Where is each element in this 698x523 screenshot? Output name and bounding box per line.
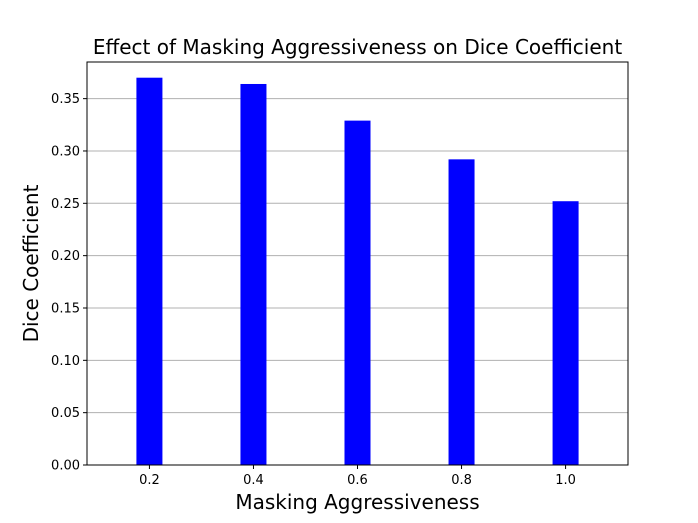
x-axis-label: Masking Aggressiveness	[235, 490, 479, 514]
plot-frame	[86, 61, 629, 466]
x-ticks: 0.2 0.4 0.6 0.8 1.0	[139, 465, 576, 488]
y-tick-label: 0.10	[51, 354, 80, 369]
y-tick-label: 0.35	[51, 92, 80, 107]
bar	[344, 120, 371, 466]
y-tick-label: 0.05	[51, 406, 80, 421]
y-tick-label: 0.25	[51, 197, 80, 212]
bar	[136, 77, 163, 466]
x-tick-label: 0.4	[243, 473, 264, 488]
y-tick-label: 0.30	[51, 144, 80, 159]
y-axis-label: Dice Coefficient	[19, 184, 43, 342]
x-tick-label: 0.2	[139, 473, 160, 488]
chart-title: Effect of Masking Aggressiveness on Dice…	[93, 35, 622, 59]
bar	[552, 201, 579, 465]
bar	[448, 159, 475, 465]
y-tick-label: 0.20	[51, 249, 80, 264]
y-tick-label: 0.00	[51, 459, 80, 474]
x-tick-label: 1.0	[555, 473, 576, 488]
bar	[240, 83, 267, 466]
bars	[136, 77, 579, 466]
y-tick-label: 0.15	[51, 301, 80, 316]
x-tick-label: 0.8	[451, 473, 472, 488]
y-ticks: 0.00 0.05 0.10 0.15 0.20 0.25 0.30 0.35	[51, 92, 87, 474]
x-tick-label: 0.6	[347, 473, 368, 488]
